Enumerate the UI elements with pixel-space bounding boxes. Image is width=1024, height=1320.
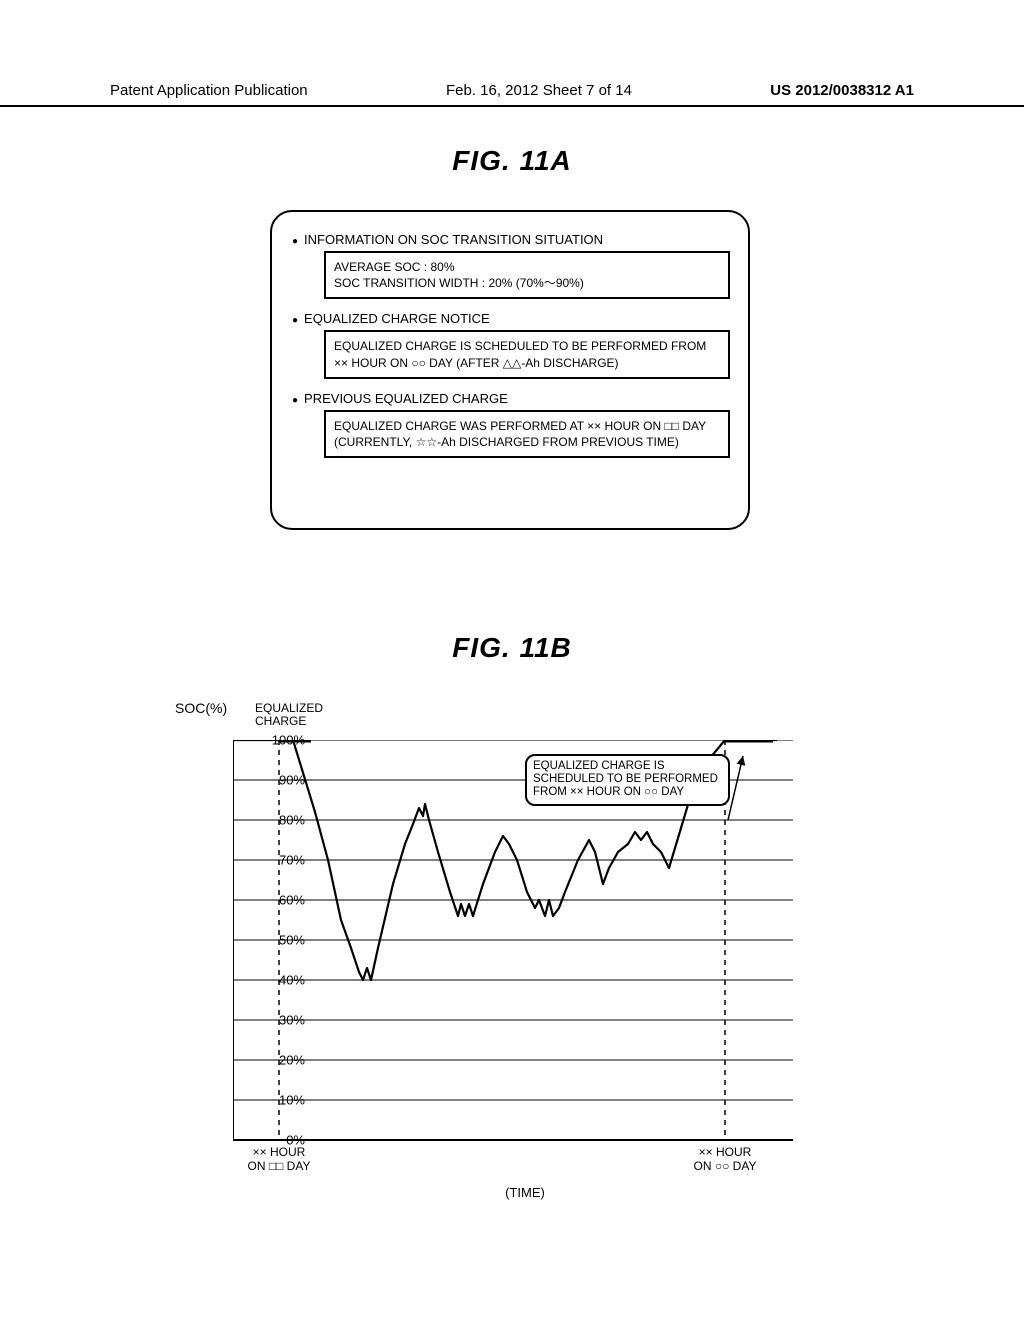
soc-width-line: SOC TRANSITION WIDTH : 20% (70%～90%) xyxy=(334,275,720,291)
section-head-prev-eq: PREVIOUS EQUALIZED CHARGE xyxy=(292,391,730,406)
header-left: Patent Application Publication xyxy=(110,82,308,99)
chart-y-axis-label: SOC(%) xyxy=(175,700,227,716)
section-head-soc-info: INFORMATION ON SOC TRANSITION SITUATION xyxy=(292,232,730,247)
header-right: US 2012/0038312 A1 xyxy=(770,82,914,99)
y-tick-label: 40% xyxy=(279,973,305,988)
equalized-charge-label: EQUALIZED CHARGE xyxy=(255,702,323,728)
y-tick-label: 80% xyxy=(279,813,305,828)
chart-callout: EQUALIZED CHARGE IS SCHEDULED TO BE PERF… xyxy=(525,754,730,806)
y-tick-label: 20% xyxy=(279,1053,305,1068)
info-box-prev-eq: EQUALIZED CHARGE WAS PERFORMED AT ×× HOU… xyxy=(324,410,730,458)
y-tick-label: 70% xyxy=(279,853,305,868)
y-tick-label: 30% xyxy=(279,1013,305,1028)
info-box-soc: AVERAGE SOC : 80% SOC TRANSITION WIDTH :… xyxy=(324,251,730,299)
header-mid: Feb. 16, 2012 Sheet 7 of 14 xyxy=(446,82,632,99)
x-tick-label: ×× HOUR ON □□ DAY xyxy=(219,1146,339,1174)
y-tick-label: 100% xyxy=(272,733,305,748)
soc-chart: SOC(%) EQUALIZED CHARGE 0%10%20%30%40%50… xyxy=(175,700,875,1220)
chart-x-axis-label: (TIME) xyxy=(505,1185,545,1200)
avg-soc-line: AVERAGE SOC : 80% xyxy=(334,259,720,275)
y-tick-label: 90% xyxy=(279,773,305,788)
y-tick-label: 60% xyxy=(279,893,305,908)
y-tick-label: 10% xyxy=(279,1093,305,1108)
x-tick-label: ×× HOUR ON ○○ DAY xyxy=(665,1146,785,1174)
page-header: Patent Application Publication Feb. 16, … xyxy=(0,82,1024,107)
info-panel: INFORMATION ON SOC TRANSITION SITUATION … xyxy=(270,210,750,530)
section-head-eq-notice: EQUALIZED CHARGE NOTICE xyxy=(292,311,730,326)
info-box-eq-notice: EQUALIZED CHARGE IS SCHEDULED TO BE PERF… xyxy=(324,330,730,378)
figure-title-11b: FIG. 11B xyxy=(0,632,1024,664)
y-tick-label: 50% xyxy=(279,933,305,948)
figure-title-11a: FIG. 11A xyxy=(0,145,1024,177)
